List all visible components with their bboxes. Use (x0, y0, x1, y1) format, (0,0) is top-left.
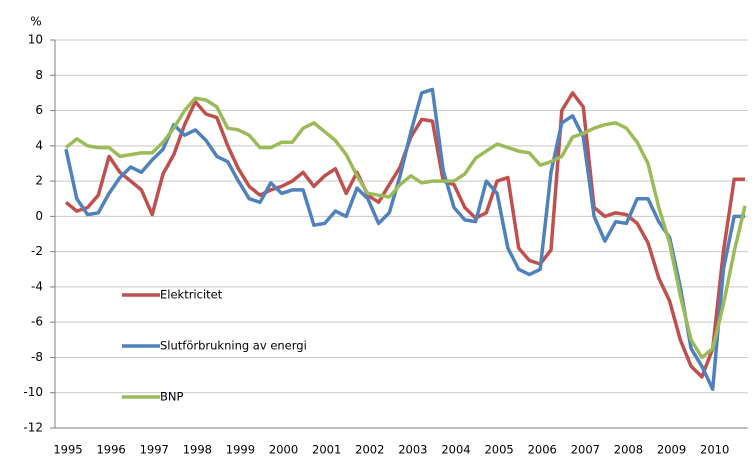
y-tick-label: 8 (35, 68, 43, 82)
y-tick-label: 10 (28, 33, 43, 47)
x-tick-label: 2000 (269, 443, 298, 457)
series-line (64, 87, 745, 391)
x-tick-label: 2006 (528, 443, 557, 457)
x-tick-label: 2007 (571, 443, 600, 457)
x-tick-label: 2004 (441, 443, 470, 457)
y-tick-label: -6 (31, 315, 43, 329)
y-tick-label: 0 (35, 209, 43, 223)
series-line (64, 96, 747, 360)
y-tick-label: 2 (35, 174, 43, 188)
y-tick-label: -10 (23, 385, 43, 399)
x-tick-label: 1996 (96, 443, 125, 457)
x-tick-label: 2009 (657, 443, 686, 457)
x-tick-label: 2001 (312, 443, 341, 457)
x-tick-label: 1998 (183, 443, 212, 457)
x-tick-label: 1999 (226, 443, 255, 457)
y-tick-label: -4 (31, 279, 43, 293)
legend-label: BNP (160, 390, 183, 404)
x-tick-label: 2010 (700, 443, 729, 457)
x-tick-label: 2003 (398, 443, 427, 457)
x-tick-label: 2005 (484, 443, 513, 457)
y-tick-label: -8 (31, 350, 43, 364)
y-axis-label: % (30, 15, 41, 29)
legend-label: Elektricitet (160, 288, 223, 302)
y-tick-label: 6 (35, 103, 43, 117)
y-tick-label: -2 (31, 244, 43, 258)
x-tick-label: 1995 (53, 443, 82, 457)
x-tick-label: 1997 (140, 443, 169, 457)
y-tick-label: -12 (23, 421, 43, 435)
x-tick-label: 2002 (355, 443, 384, 457)
y-tick-label: 4 (35, 138, 43, 152)
x-tick-label: 2008 (614, 443, 643, 457)
legend-label: Slutförbrukning av energi (160, 339, 307, 353)
